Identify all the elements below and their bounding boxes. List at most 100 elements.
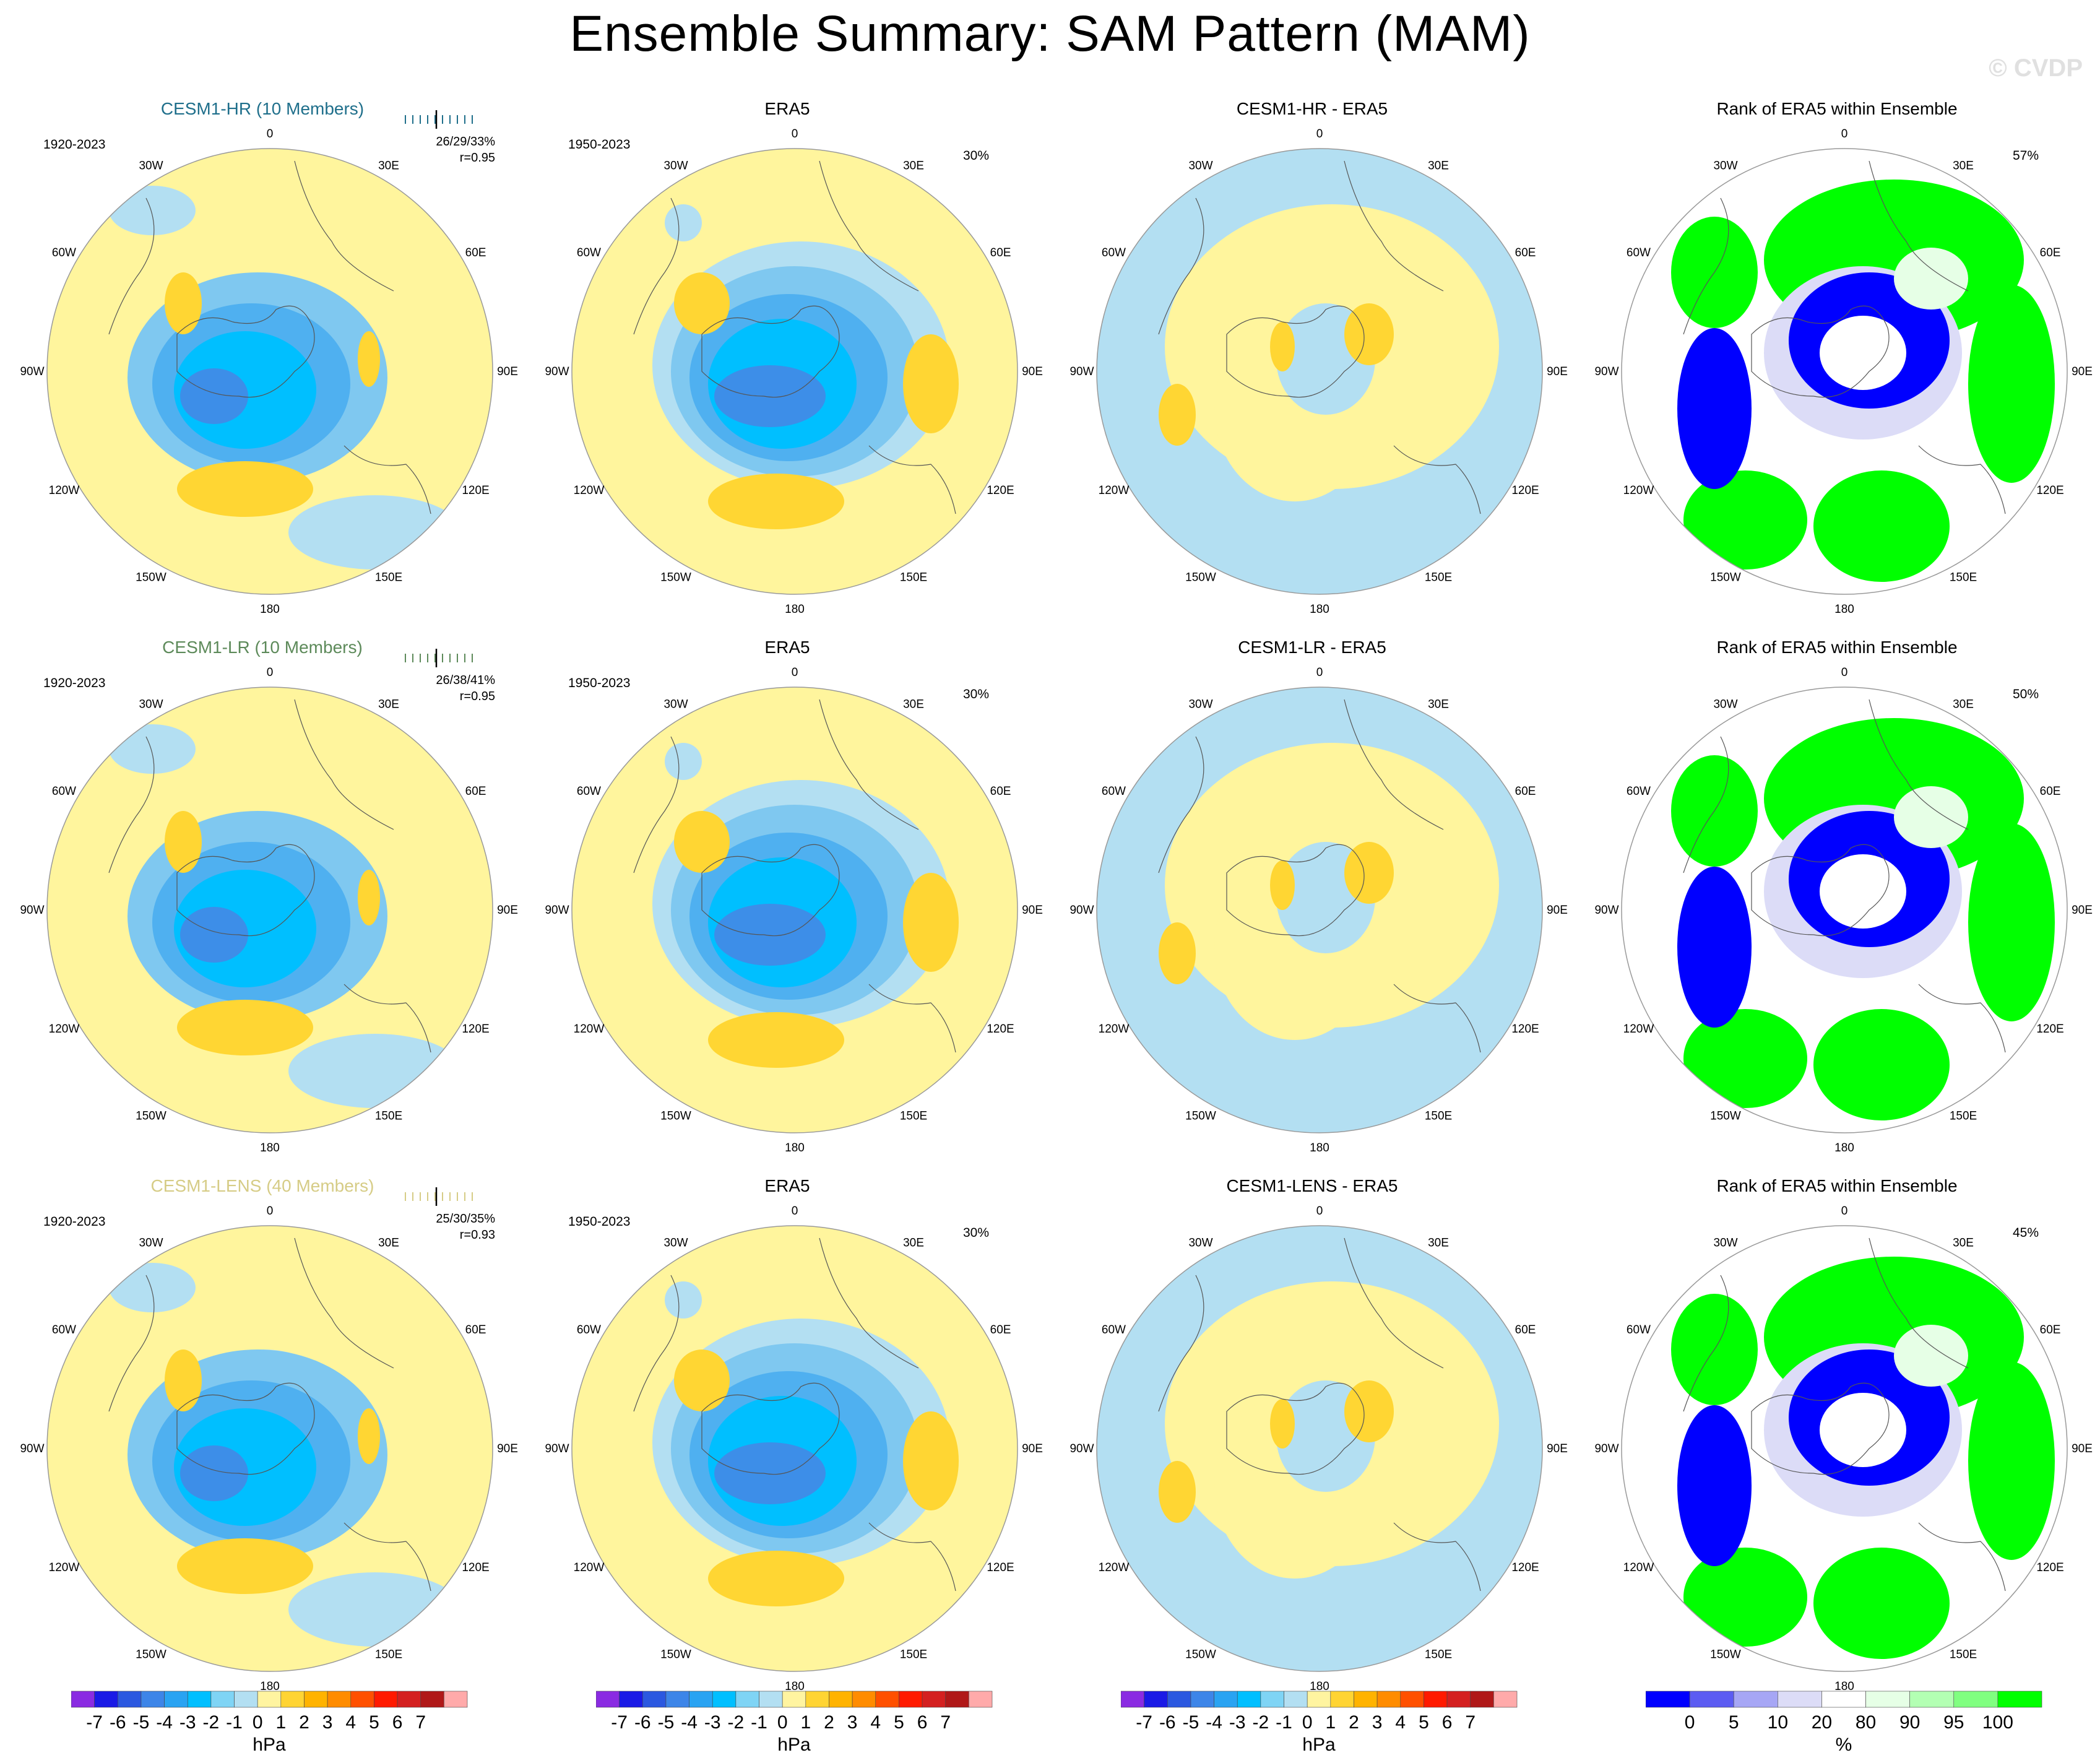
lon-label: 30W xyxy=(663,698,688,711)
rank-map-field xyxy=(1622,149,2067,594)
lon-label: 120W xyxy=(1099,1561,1130,1574)
lon-label: 150E xyxy=(1950,571,1977,584)
colorbar-swatch xyxy=(1120,1691,1144,1708)
colorbar-tick-label: 2 xyxy=(299,1712,309,1733)
colorbar-tick-label: -4 xyxy=(1206,1712,1222,1733)
lon-label: 180 xyxy=(260,1141,280,1154)
colorbar-swatch xyxy=(71,1691,95,1708)
panel-ensemble: 0 30E 60E 90E 120E 150E 180 150W 120W 90W 60W 30W CE… xyxy=(0,1176,525,1715)
diff-map-field xyxy=(1097,1226,1542,1671)
panel-title: Rank of ERA5 within Ensemble xyxy=(1716,638,1958,657)
colorbar-tick-label: 4 xyxy=(345,1712,356,1733)
colorbar-swatch xyxy=(420,1691,444,1708)
colorbar-tick-label: 3 xyxy=(322,1712,333,1733)
era5-map: 0 30E 60E 90E 120E 150E 180 150W 120W 90W 60W 30W xyxy=(545,1205,1043,1693)
stats-line2: r=0.95 xyxy=(459,690,495,703)
lon-label: 120E xyxy=(2036,1023,2063,1036)
lon-label: 30E xyxy=(378,1236,399,1249)
ensemble-map-field xyxy=(47,687,493,1133)
map-boundary xyxy=(1096,687,1543,1133)
diff-map: 0 30E 60E 90E 120E 150E 180 150W 120W 90W 60W 30W xyxy=(1069,1205,1567,1693)
colorbar-swatch xyxy=(304,1691,328,1708)
pct-label: 57% xyxy=(2013,149,2039,163)
lon-label: 120E xyxy=(462,1561,489,1574)
period-label: 1920-2023 xyxy=(43,137,106,152)
lon-label: 90E xyxy=(1022,1442,1043,1455)
colorbar-swatch xyxy=(1778,1691,1822,1708)
colorbar-tick-label: -7 xyxy=(86,1712,103,1733)
colorbar-swatch xyxy=(875,1691,899,1708)
lon-label: 90E xyxy=(1022,365,1043,378)
lon-label: 180 xyxy=(785,603,805,616)
lon-label: 150E xyxy=(900,1648,927,1661)
colorbar-tick-label: -3 xyxy=(704,1712,721,1733)
lon-label: 120E xyxy=(1511,1561,1539,1574)
colorbar-swatch xyxy=(805,1691,829,1708)
lon-label: 120E xyxy=(462,1023,489,1036)
lon-label: 180 xyxy=(1310,1141,1329,1154)
lon-label: 90E xyxy=(2072,1442,2093,1455)
lon-label: 120E xyxy=(2036,1561,2063,1574)
panel-title: CESM1-HR (10 Members) xyxy=(160,99,365,118)
lon-label: 180 xyxy=(1310,1680,1329,1693)
map-boundary xyxy=(46,687,493,1133)
colorbar-tick-label: -3 xyxy=(1229,1712,1246,1733)
colorbar-tick-label: -5 xyxy=(1183,1712,1199,1733)
colorbar-tick-label: 7 xyxy=(415,1712,426,1733)
lon-label: 60W xyxy=(1102,1323,1126,1336)
lon-label: 60W xyxy=(52,1323,76,1336)
panel-title: ERA5 xyxy=(764,99,810,118)
lon-label: 180 xyxy=(1834,603,1854,616)
colorbar-swatch xyxy=(642,1691,667,1708)
lon-label: 150W xyxy=(1710,571,1741,584)
diff-map: 0 30E 60E 90E 120E 150E 180 150W 120W 90W 60W 30W xyxy=(1069,128,1567,616)
lon-label: 150E xyxy=(1950,1648,1977,1661)
lon-label: 60W xyxy=(577,785,601,798)
lon-label: 30E xyxy=(1428,1236,1449,1249)
rank-map: 0 30E 60E 90E 120E 150E 180 150W 120W 90W 60W 30W xyxy=(1594,1205,2093,1693)
panel-title: CESM1-HR - ERA5 xyxy=(1236,99,1388,118)
colorbar-tick-label: 5 xyxy=(369,1712,379,1733)
ensemble-map-field xyxy=(47,1226,493,1671)
lon-label: 30E xyxy=(903,1236,924,1249)
colorbar-swatch xyxy=(1909,1691,1955,1708)
panel-title: CESM1-LENS (40 Members) xyxy=(150,1176,374,1195)
lon-label: 0 xyxy=(267,128,274,141)
lon-label: 120W xyxy=(574,1561,605,1574)
lon-label: 0 xyxy=(1841,1205,1848,1218)
lon-label: 30E xyxy=(1953,1236,1974,1249)
colorbar-swatch xyxy=(1260,1691,1284,1708)
colorbar-swatch xyxy=(1821,1691,1866,1708)
stats-block: 26/38/41% r=0.95 xyxy=(384,672,495,704)
map-boundary xyxy=(1096,1225,1543,1672)
colorbar-unit: % xyxy=(1836,1735,1852,1755)
lon-label: 150E xyxy=(1950,1110,1977,1123)
lon-label: 30W xyxy=(1713,1236,1737,1249)
ensemble-map: 0 30E 60E 90E 120E 150E 180 150W 120W 90W 60W 30W xyxy=(20,1205,517,1693)
stats-line1: 25/30/35% xyxy=(436,1212,495,1226)
colorbar-swatch xyxy=(164,1691,188,1708)
colorbar-tick-label: 4 xyxy=(870,1712,881,1733)
lon-label: 30W xyxy=(139,159,163,172)
lon-label: 150E xyxy=(375,1110,402,1123)
lon-label: 120E xyxy=(987,1561,1014,1574)
lon-label: 90E xyxy=(2072,904,2093,917)
colorbar-unit: hPa xyxy=(777,1735,811,1755)
colorbar-tick-label: 80 xyxy=(1856,1712,1876,1733)
lon-label: 30E xyxy=(1953,159,1974,172)
lon-label: 90W xyxy=(20,904,44,917)
stats-line1: 26/29/33% xyxy=(436,135,495,149)
lon-label: 90W xyxy=(20,1442,44,1455)
pct-label: 30% xyxy=(963,1226,990,1240)
lon-label: 30E xyxy=(903,698,924,711)
era5-map: 0 30E 60E 90E 120E 150E 180 150W 120W 90W 60W 30W xyxy=(545,666,1042,1154)
colorbar-swatch xyxy=(1284,1691,1308,1708)
colorbar-swatch xyxy=(280,1691,305,1708)
colorbar-swatch xyxy=(374,1691,398,1708)
colorbar-tick-label: 2 xyxy=(824,1712,834,1733)
colorbar-swatch xyxy=(1446,1691,1471,1708)
member-spread-ticks xyxy=(405,1187,473,1206)
lon-label: 90E xyxy=(497,365,518,378)
lon-label: 30W xyxy=(1713,159,1737,172)
lon-label: 120E xyxy=(987,1023,1014,1036)
